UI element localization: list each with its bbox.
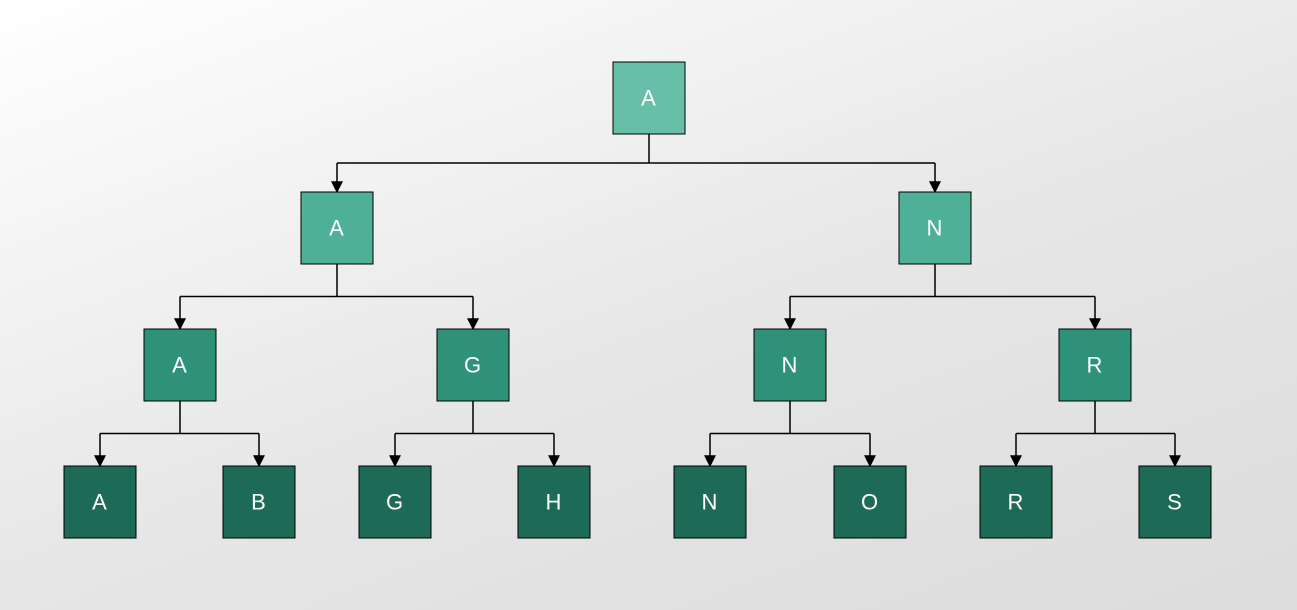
tree-node-label: R — [1008, 490, 1025, 515]
tree-node-label: N — [782, 353, 799, 378]
tree-node: A — [613, 62, 685, 134]
tree-node: H — [518, 466, 590, 538]
tree-node-label: G — [464, 353, 482, 378]
tree-node: G — [437, 329, 509, 401]
tree-node: N — [754, 329, 826, 401]
tree-node-label: S — [1167, 490, 1183, 515]
tree-edges — [100, 134, 1175, 466]
tree-node: A — [144, 329, 216, 401]
tree-node-label: R — [1087, 353, 1104, 378]
tree-diagram: A A N A G N R A B G H N O R S — [0, 0, 1297, 610]
tree-node-label: G — [386, 490, 404, 515]
tree-node: R — [980, 466, 1052, 538]
tree-node: B — [223, 466, 295, 538]
tree-node: N — [674, 466, 746, 538]
tree-node-label: A — [641, 86, 657, 111]
tree-node: A — [301, 192, 373, 264]
tree-node: N — [899, 192, 971, 264]
tree-node: R — [1059, 329, 1131, 401]
tree-node-label: N — [927, 216, 944, 241]
tree-node-label: N — [702, 490, 719, 515]
tree-node-label: H — [546, 490, 563, 515]
tree-node: S — [1139, 466, 1211, 538]
tree-node: O — [834, 466, 906, 538]
tree-nodes: A A N A G N R A B G H N O R S — [64, 62, 1211, 538]
tree-node-label: A — [92, 490, 108, 515]
tree-node: A — [64, 466, 136, 538]
tree-node-label: B — [251, 490, 267, 515]
tree-node-label: O — [861, 490, 879, 515]
tree-node-label: A — [329, 216, 345, 241]
tree-node: G — [359, 466, 431, 538]
tree-node-label: A — [172, 353, 188, 378]
